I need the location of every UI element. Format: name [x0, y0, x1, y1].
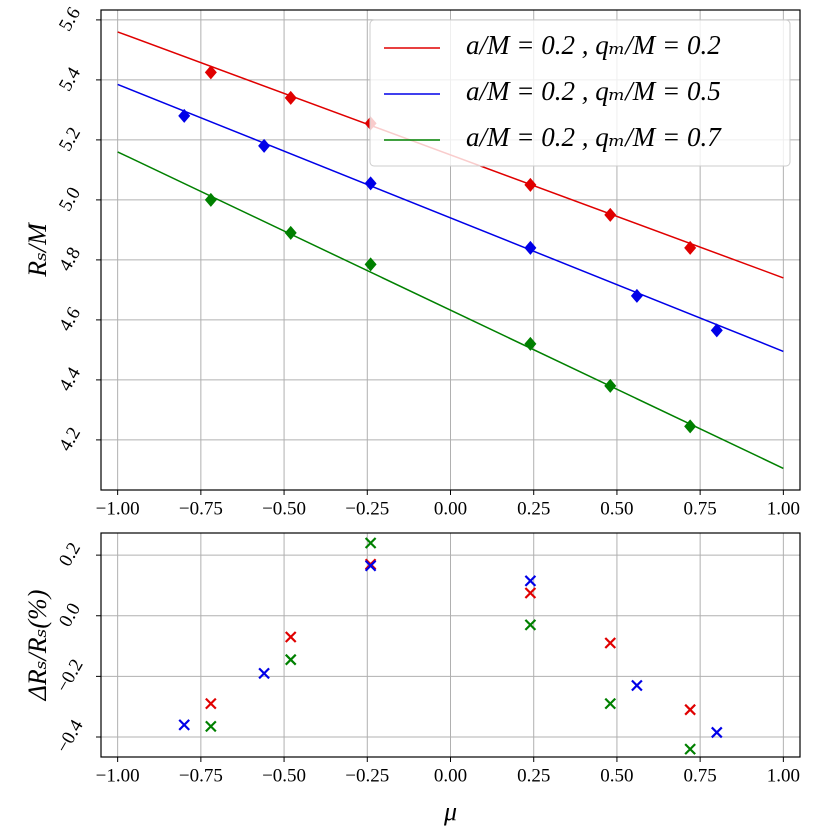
y-tick-label: 5.0	[55, 184, 85, 215]
point	[684, 419, 697, 434]
point	[684, 743, 696, 755]
point	[204, 65, 217, 80]
point	[284, 631, 297, 643]
legend-label: a/M = 0.2 , qₘ/M = 0.7	[466, 122, 722, 152]
point	[524, 587, 537, 599]
axes-frame	[100, 9, 801, 491]
y-tick-label: −0.4	[52, 716, 88, 757]
x-tick-label: −1.00	[96, 765, 140, 786]
x-tick-label: 0.25	[517, 765, 550, 786]
x-tick-label: 0.50	[600, 498, 633, 519]
x-tick-label: 0.75	[684, 498, 717, 519]
x-tick-label: 0.00	[434, 498, 467, 519]
point	[205, 720, 217, 733]
point	[178, 108, 191, 123]
y-tick-label: 0.0	[55, 600, 85, 631]
y-tick-label: 5.6	[55, 4, 85, 35]
x-tick-label: 0.25	[517, 498, 550, 519]
fit-line	[117, 83, 784, 353]
x-tick-label: −1.00	[96, 498, 140, 519]
y-tick-label: 4.2	[55, 424, 85, 455]
point	[364, 176, 377, 191]
point	[711, 726, 723, 739]
point	[284, 90, 297, 105]
point	[364, 559, 377, 572]
legend-label: a/M = 0.2 , qₘ/M = 0.2	[466, 30, 721, 60]
point	[258, 138, 271, 153]
point	[684, 240, 697, 255]
x-tick-label: −0.75	[179, 498, 223, 519]
y-tick-label: 5.4	[55, 63, 85, 95]
point	[284, 653, 297, 666]
x-tick-label: 0.00	[434, 765, 467, 786]
point	[524, 336, 537, 351]
x-tick-label: −0.50	[262, 765, 306, 786]
point	[684, 703, 696, 716]
fit-line	[117, 151, 784, 470]
x-tick-label: −0.75	[179, 765, 223, 786]
y-tick-label: 4.4	[55, 363, 85, 395]
point	[284, 225, 297, 240]
point	[604, 697, 617, 710]
x-tick-label: −0.50	[262, 498, 306, 519]
point	[604, 637, 617, 649]
x-axis-label: μ	[443, 797, 457, 826]
point	[604, 207, 617, 222]
x-tick-label: 1.00	[767, 765, 800, 786]
y-tick-label: 0.2	[55, 539, 85, 570]
point	[524, 619, 537, 631]
legend-box	[369, 19, 791, 167]
y-axis-label: Rₛ/M	[23, 222, 52, 278]
point	[364, 257, 377, 272]
point	[204, 192, 217, 207]
point	[604, 378, 617, 393]
x-tick-label: −0.25	[345, 765, 389, 786]
point	[630, 288, 643, 303]
y-tick-label: 5.2	[55, 124, 85, 155]
point	[258, 667, 270, 680]
point	[524, 240, 537, 255]
x-tick-label: −0.25	[345, 498, 389, 519]
point	[205, 697, 217, 710]
point	[631, 679, 643, 692]
point	[178, 719, 190, 731]
axes-frame	[100, 532, 801, 758]
y-axis-label: ΔRₛ/Rₛ(%)	[23, 590, 52, 702]
axes: −1.00 −0.75 −0.50 −0.25 0.00 0.25 0.50 0.75 1.00…	[52, 533, 800, 786]
legend-label: a/M = 0.2 , qₘ/M = 0.5	[466, 76, 721, 106]
legend: a/M = 0.2 , qₘ/M = 0.2 a/M = 0.2 , qₘ/M =…	[369, 19, 791, 167]
point	[364, 537, 377, 549]
y-tick-label: 4.6	[55, 304, 85, 335]
y-tick-label: −0.2	[52, 656, 87, 696]
x-tick-label: 1.00	[767, 498, 800, 519]
x-tick-label: 0.75	[684, 765, 717, 786]
point	[524, 575, 537, 587]
point	[524, 177, 537, 192]
y-tick-label: 4.8	[55, 244, 85, 275]
x-tick-label: 0.50	[600, 765, 633, 786]
point	[710, 323, 723, 338]
